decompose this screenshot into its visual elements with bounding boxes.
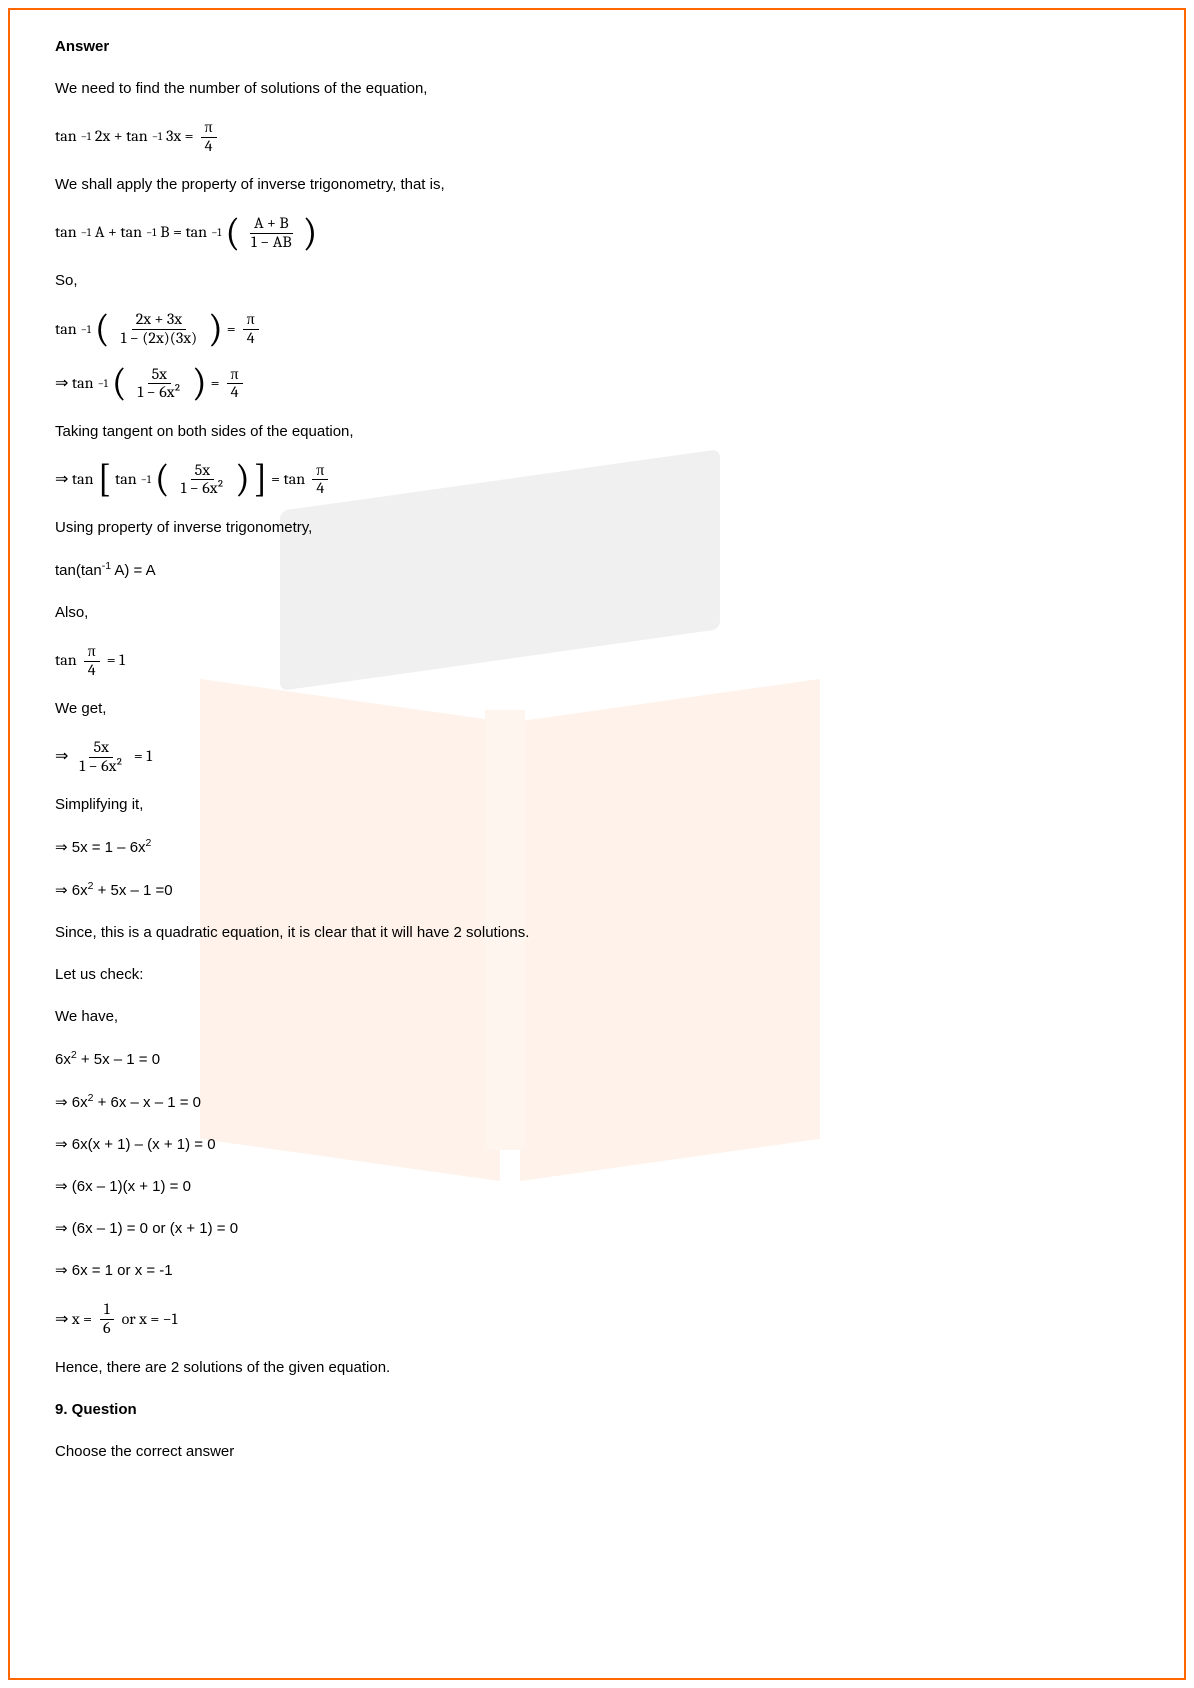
- equation-text: ⇒ 6x2 + 6x – x – 1 = 0: [55, 1090, 1139, 1115]
- equation-text: ⇒ 5x = 1 – 6x2: [55, 835, 1139, 860]
- paragraph: We get,: [55, 697, 1139, 721]
- paragraph: Also,: [55, 601, 1139, 625]
- equation: tan−1 ( 2x + 3x1 − (2x)(3x) ) = π4: [55, 311, 1139, 347]
- equation: ⇒ x = 16 or x = −1: [55, 1301, 1139, 1337]
- answer-heading: Answer: [55, 35, 1139, 59]
- paragraph: Simplifying it,: [55, 793, 1139, 817]
- equation-text: ⇒ (6x – 1)(x + 1) = 0: [55, 1175, 1139, 1199]
- paragraph: Choose the correct answer: [55, 1440, 1139, 1464]
- equation-text: ⇒ 6x = 1 or x = -1: [55, 1259, 1139, 1283]
- paragraph: We shall apply the property of inverse t…: [55, 173, 1139, 197]
- paragraph: So,: [55, 269, 1139, 293]
- paragraph: Hence, there are 2 solutions of the give…: [55, 1356, 1139, 1380]
- paragraph: Let us check:: [55, 963, 1139, 987]
- equation: tan−1 A + tan−1 B = tan−1 ( A + B1 − AB …: [55, 215, 1139, 251]
- paragraph: Since, this is a quadratic equation, it …: [55, 921, 1139, 945]
- equation: ⇒ tan [ tan−1 ( 5x1 − 6x² ) ] = tan π4: [55, 462, 1139, 498]
- equation: ⇒ tan−1 ( 5x1 − 6x² ) = π4: [55, 366, 1139, 402]
- paragraph: Using property of inverse trigonometry,: [55, 516, 1139, 540]
- equation-text: ⇒ 6x2 + 5x – 1 =0: [55, 878, 1139, 903]
- document-content: Answer We need to find the number of sol…: [55, 35, 1139, 1482]
- question-heading: 9. Question: [55, 1398, 1139, 1422]
- equation: tan π4 = 1: [55, 643, 1139, 679]
- equation-text: ⇒ (6x – 1) = 0 or (x + 1) = 0: [55, 1217, 1139, 1241]
- equation-text: tan(tan-1 A) = A: [55, 558, 1139, 583]
- equation-text: 6x2 + 5x – 1 = 0: [55, 1047, 1139, 1072]
- equation: tan−1 2x + tan−1 3x = π4: [55, 119, 1139, 155]
- paragraph: Taking tangent on both sides of the equa…: [55, 420, 1139, 444]
- paragraph: We need to find the number of solutions …: [55, 77, 1139, 101]
- paragraph: We have,: [55, 1005, 1139, 1029]
- equation: ⇒ 5x1 − 6x² = 1: [55, 739, 1139, 775]
- equation-text: ⇒ 6x(x + 1) – (x + 1) = 0: [55, 1133, 1139, 1157]
